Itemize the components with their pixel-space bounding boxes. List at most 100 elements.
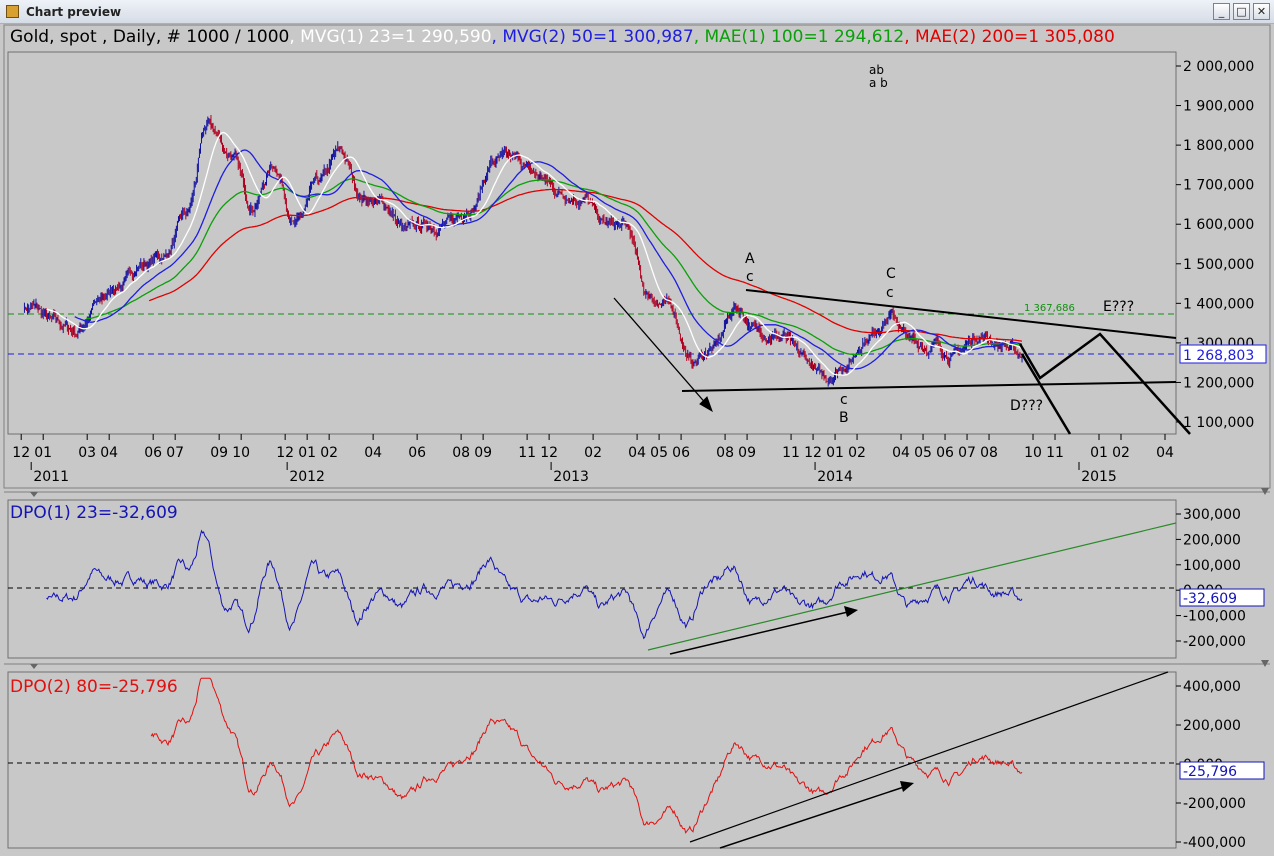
wave-B-label: B (839, 410, 849, 426)
close-button[interactable]: ✕ (1253, 3, 1270, 20)
mvg1-line (46, 131, 1023, 376)
dpo1-legend: DPO(1) 23=-32,609 (10, 503, 178, 523)
dpo1-tick-label: 200,000 (1183, 532, 1241, 548)
ab-top-label: ab (869, 63, 884, 77)
down-arrow-icon (699, 396, 713, 413)
time-tick-label: 07 (958, 445, 976, 461)
time-tick-label: 06 (144, 445, 162, 461)
projection-path (1018, 332, 1191, 435)
price-tick-label: 1 200,000 (1183, 375, 1254, 391)
dpo2-trendline (689, 671, 1169, 843)
wave-annotations: ab a b A c C c c B E??? D??? (745, 63, 1134, 426)
dpo2-tick-label: -200,000 (1183, 796, 1246, 812)
price-tick-label: 1 100,000 (1183, 415, 1254, 431)
time-tick-label: 02 (584, 445, 602, 461)
dpo1-tick-label: 100,000 (1183, 558, 1241, 574)
candlestick-series (23, 115, 1023, 387)
wave-C-c-label: c (886, 285, 894, 301)
wave-A-label: A (745, 251, 755, 267)
time-tick-label: 03 (78, 445, 96, 461)
time-tick-label: 12 (12, 445, 30, 461)
dpo1-tick-label: -100,000 (1183, 609, 1246, 625)
time-tick-label: 08 (452, 445, 470, 461)
time-tick-label: 09 (210, 445, 228, 461)
dpo1-tick-label: -200,000 (1183, 634, 1246, 650)
time-tick-label: 04 (892, 445, 910, 461)
dpo1-arrow-icon (844, 606, 858, 617)
year-label: 2011 (33, 469, 69, 485)
minimize-button[interactable]: _ (1213, 3, 1230, 20)
time-tick-label: 02 (1112, 445, 1130, 461)
dpo1-tick-label: 300,000 (1183, 507, 1241, 523)
price-tick-label: 1 700,000 (1183, 178, 1254, 194)
time-tick-label: 12 (540, 445, 558, 461)
price-tick-label: 1 900,000 (1183, 99, 1254, 115)
legend-mae1: , MAE(1) 100=1 294,612 (694, 27, 905, 47)
dpo2-legend: DPO(2) 80=-25,796 (10, 677, 178, 697)
last-price-value: 1 268,803 (1183, 348, 1254, 364)
dpo2-tick-label: 200,000 (1183, 718, 1241, 734)
mvg2-line (74, 149, 1023, 370)
dpo2-last-box (1179, 761, 1265, 780)
splitter-arrow-icon[interactable] (30, 492, 38, 497)
dpo2-tick-label: 400,000 (1183, 679, 1241, 695)
dpo2-line (150, 677, 1023, 834)
time-tick-label: 04 (364, 445, 382, 461)
time-tick-label: 06 (936, 445, 954, 461)
dpo1-line (46, 529, 1023, 640)
time-tick-label: 12 (276, 445, 294, 461)
dpo1-last-box (1179, 588, 1265, 607)
price-tick-label: 1 600,000 (1183, 217, 1254, 233)
year-label: 2015 (1081, 469, 1117, 485)
ab-bottom-label: a b (869, 76, 888, 90)
time-tick-label: 02 (320, 445, 338, 461)
time-tick-label: 11 (782, 445, 800, 461)
time-tick-label: 05 (650, 445, 668, 461)
time-tick-label: 11 (1046, 445, 1064, 461)
time-tick-label: 06 (408, 445, 426, 461)
green-level-label: 1 367,686 (1024, 303, 1075, 314)
price-tick-label: 1 400,000 (1183, 296, 1254, 312)
year-label: 2014 (817, 469, 853, 485)
window-title: Chart preview (26, 5, 122, 19)
time-tick-label: 07 (166, 445, 184, 461)
splitter-arrow-icon[interactable] (30, 664, 38, 669)
legend-instrument: Gold, spot , Daily, # 1000 / 1000 (10, 27, 289, 47)
time-tick-label: 04 (100, 445, 118, 461)
app-icon (6, 5, 19, 18)
dpo1-axis: 300,000200,000100,0000,000-100,000-200,0… (1176, 507, 1246, 650)
price-axis: 2 000,000 1 900,000 1 800,000 1 700,000 1 60… (1176, 59, 1254, 431)
time-tick-label: 08 (980, 445, 998, 461)
lower-trendline (681, 381, 1177, 392)
time-tick-label: 08 (716, 445, 734, 461)
time-tick-label: 01 (298, 445, 316, 461)
price-legend: Gold, spot , Daily, # 1000 / 1000, MVG(1… (10, 27, 1115, 47)
price-tick-label: 1 800,000 (1183, 138, 1254, 154)
time-tick-label: 09 (474, 445, 492, 461)
wave-A-c-label: c (746, 269, 754, 285)
time-tick-label: 01 (1090, 445, 1108, 461)
time-tick-label: 05 (914, 445, 932, 461)
year-label: 2012 (289, 469, 325, 485)
wave-D-label: D??? (1010, 398, 1043, 414)
maximize-button[interactable]: □ (1233, 3, 1250, 20)
mae1-line (86, 178, 1023, 356)
legend-mae2: , MAE(2) 200=1 305,080 (904, 27, 1115, 47)
time-tick-label: 02 (848, 445, 866, 461)
time-tick-label: 04 (1156, 445, 1174, 461)
splitter-arrow-icon[interactable] (1261, 488, 1269, 495)
upper-trendline (745, 289, 1177, 339)
legend-mvg1: , MVG(1) 23=1 290,590 (289, 27, 491, 47)
panel-frames (3, 24, 1271, 849)
price-tick-label: 2 000,000 (1183, 59, 1254, 75)
time-tick-label: 11 (518, 445, 536, 461)
legend-mvg2: , MVG(2) 50=1 300,987 (492, 27, 694, 47)
time-tick-label: 10 (1024, 445, 1042, 461)
time-tick-label: 12 (804, 445, 822, 461)
time-tick-label: 01 (826, 445, 844, 461)
splitter-arrow-icon[interactable] (1261, 660, 1269, 667)
dpo2-tick-label: -400,000 (1183, 835, 1246, 851)
time-tick-label: 04 (628, 445, 646, 461)
time-tick-label: 09 (738, 445, 756, 461)
